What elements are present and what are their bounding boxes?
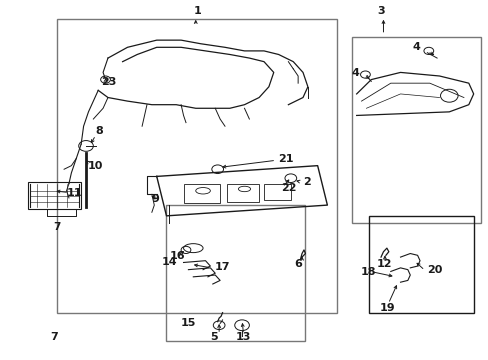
Bar — [183, 184, 220, 203]
Bar — [27, 182, 81, 209]
Text: 18: 18 — [360, 267, 375, 277]
Text: 10: 10 — [87, 161, 102, 171]
Text: 23: 23 — [101, 77, 116, 87]
Text: 2: 2 — [303, 177, 310, 187]
Text: 7: 7 — [50, 332, 58, 342]
Bar — [166, 205, 305, 341]
Text: 17: 17 — [214, 262, 229, 272]
Bar — [227, 184, 259, 202]
Text: 11: 11 — [66, 188, 82, 198]
Text: 12: 12 — [376, 259, 392, 269]
Text: 19: 19 — [379, 303, 395, 314]
Text: 4: 4 — [412, 42, 420, 52]
Text: 20: 20 — [427, 265, 442, 275]
Text: 6: 6 — [294, 259, 302, 269]
Text: 22: 22 — [281, 183, 296, 193]
Text: 21: 21 — [277, 154, 293, 164]
Text: 7: 7 — [53, 222, 61, 231]
Text: 16: 16 — [169, 251, 185, 261]
Bar — [57, 19, 336, 313]
Text: 9: 9 — [152, 194, 160, 204]
Bar — [368, 216, 473, 313]
Text: 1: 1 — [193, 6, 201, 17]
Bar — [351, 37, 480, 223]
Text: 8: 8 — [96, 126, 103, 135]
Text: 5: 5 — [210, 332, 218, 342]
Text: 14: 14 — [161, 257, 177, 267]
Text: 15: 15 — [181, 318, 196, 328]
Text: 3: 3 — [376, 6, 384, 17]
Text: 13: 13 — [235, 332, 250, 342]
Text: 4: 4 — [351, 68, 359, 78]
Bar — [264, 184, 290, 200]
